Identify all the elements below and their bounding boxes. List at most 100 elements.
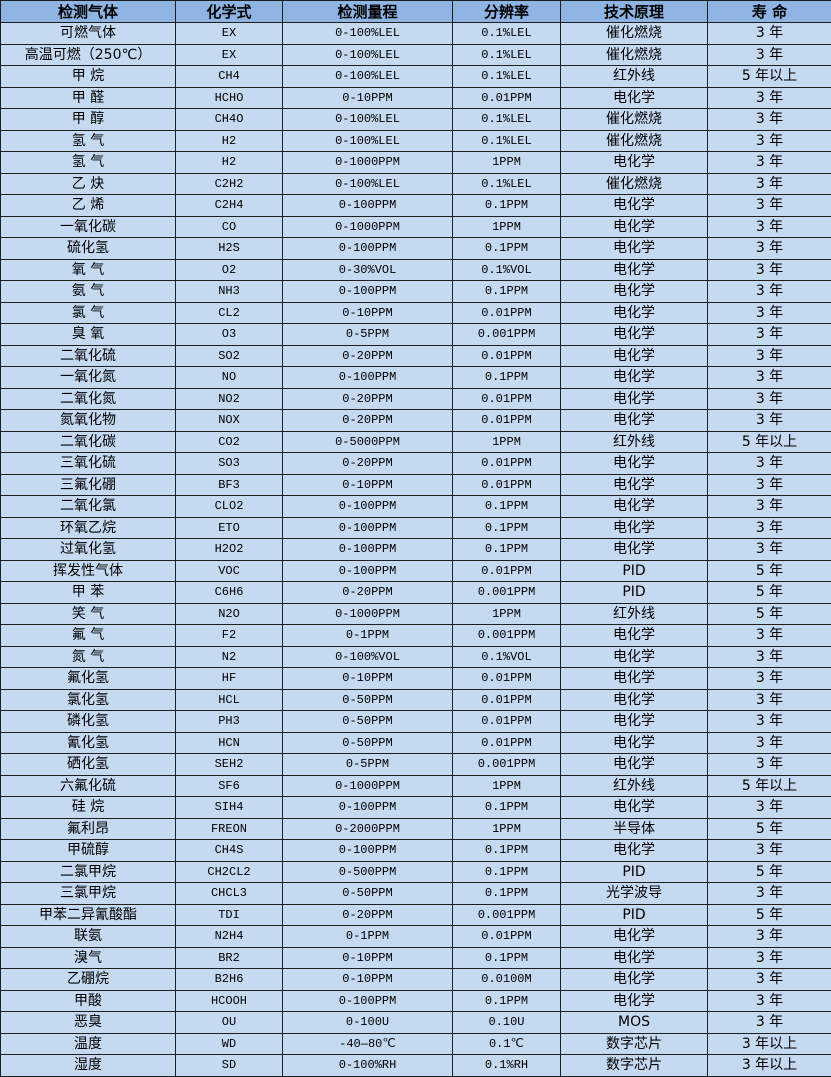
principle-cell: 红外线: [561, 66, 708, 88]
formula-cell: SO2: [176, 345, 283, 367]
range-cell: 0-50PPM: [283, 711, 453, 733]
range-cell: -40—80℃: [283, 1033, 453, 1055]
resolution-cell: 0.1PPM: [453, 947, 561, 969]
formula-cell: NH3: [176, 281, 283, 303]
header-range: 检测量程: [283, 1, 453, 23]
resolution-cell: 0.01PPM: [453, 689, 561, 711]
range-cell: 0-1000PPM: [283, 775, 453, 797]
resolution-cell: 0.01PPM: [453, 474, 561, 496]
principle-cell: 电化学: [561, 797, 708, 819]
principle-cell: 电化学: [561, 517, 708, 539]
formula-cell: N2H4: [176, 926, 283, 948]
principle-cell: 光学波导: [561, 883, 708, 905]
formula-cell: FREON: [176, 818, 283, 840]
header-resolution: 分辨率: [453, 1, 561, 23]
principle-cell: 红外线: [561, 431, 708, 453]
lifespan-cell: 3 年: [708, 754, 831, 776]
principle-cell: 半导体: [561, 818, 708, 840]
range-cell: 0-50PPM: [283, 689, 453, 711]
formula-cell: EX: [176, 23, 283, 45]
gas-cell: 二氯甲烷: [1, 861, 176, 883]
formula-cell: CH4: [176, 66, 283, 88]
lifespan-cell: 3 年: [708, 44, 831, 66]
gas-cell: 甲 苯: [1, 582, 176, 604]
gas-cell: 挥发性气体: [1, 560, 176, 582]
formula-cell: C6H6: [176, 582, 283, 604]
formula-cell: HCOOH: [176, 990, 283, 1012]
range-cell: 0-100%LEL: [283, 109, 453, 131]
formula-cell: C2H4: [176, 195, 283, 217]
principle-cell: 电化学: [561, 496, 708, 518]
formula-cell: SEH2: [176, 754, 283, 776]
principle-cell: 电化学: [561, 668, 708, 690]
gas-cell: 氢 气: [1, 130, 176, 152]
range-cell: 0-100PPM: [283, 496, 453, 518]
gas-cell: 硫化氢: [1, 238, 176, 260]
formula-cell: WD: [176, 1033, 283, 1055]
principle-cell: 电化学: [561, 259, 708, 281]
gas-cell: 乙硼烷: [1, 969, 176, 991]
gas-cell: 硅 烷: [1, 797, 176, 819]
formula-cell: TDI: [176, 904, 283, 926]
range-cell: 0-10PPM: [283, 474, 453, 496]
range-cell: 0-20PPM: [283, 582, 453, 604]
range-cell: 0-100PPM: [283, 539, 453, 561]
gas-cell: 甲硫醇: [1, 840, 176, 862]
resolution-cell: 1PPM: [453, 152, 561, 174]
resolution-cell: 0.001PPM: [453, 582, 561, 604]
resolution-cell: 0.001PPM: [453, 324, 561, 346]
lifespan-cell: 3 年: [708, 345, 831, 367]
resolution-cell: 1PPM: [453, 775, 561, 797]
resolution-cell: 0.1PPM: [453, 840, 561, 862]
lifespan-cell: 3 年: [708, 1012, 831, 1034]
lifespan-cell: 3 年: [708, 711, 831, 733]
gas-cell: 氟利昂: [1, 818, 176, 840]
range-cell: 0-100U: [283, 1012, 453, 1034]
header-row: 检测气体 化学式 检测量程 分辨率 技术原理 寿 命: [1, 1, 831, 23]
gas-cell: 联氨: [1, 926, 176, 948]
formula-cell: HCN: [176, 732, 283, 754]
lifespan-cell: 3 年: [708, 152, 831, 174]
gas-cell: 温度: [1, 1033, 176, 1055]
gas-cell: 乙 炔: [1, 173, 176, 195]
principle-cell: PID: [561, 560, 708, 582]
lifespan-cell: 3 年: [708, 474, 831, 496]
range-cell: 0-5000PPM: [283, 431, 453, 453]
lifespan-cell: 5 年以上: [708, 431, 831, 453]
gas-cell: 溴气: [1, 947, 176, 969]
principle-cell: 电化学: [561, 410, 708, 432]
formula-cell: H2: [176, 130, 283, 152]
gas-cell: 甲苯二异氰酸酯: [1, 904, 176, 926]
resolution-cell: 0.01PPM: [453, 87, 561, 109]
formula-cell: SIH4: [176, 797, 283, 819]
resolution-cell: 0.1PPM: [453, 195, 561, 217]
range-cell: 0-1000PPM: [283, 152, 453, 174]
resolution-cell: 0.001PPM: [453, 904, 561, 926]
resolution-cell: 0.1%VOL: [453, 259, 561, 281]
gas-cell: 二氧化碳: [1, 431, 176, 453]
gas-cell: 三氯甲烷: [1, 883, 176, 905]
gas-cell: 环氧乙烷: [1, 517, 176, 539]
gas-cell: 甲 醛: [1, 87, 176, 109]
principle-cell: 数字芯片: [561, 1033, 708, 1055]
range-cell: 0-100%LEL: [283, 44, 453, 66]
resolution-cell: 0.01PPM: [453, 560, 561, 582]
formula-cell: CH4O: [176, 109, 283, 131]
gas-cell: 氮 气: [1, 646, 176, 668]
lifespan-cell: 3 年: [708, 173, 831, 195]
lifespan-cell: 3 年: [708, 216, 831, 238]
lifespan-cell: 5 年: [708, 582, 831, 604]
lifespan-cell: 3 年: [708, 625, 831, 647]
range-cell: 0-1000PPM: [283, 603, 453, 625]
header-formula: 化学式: [176, 1, 283, 23]
